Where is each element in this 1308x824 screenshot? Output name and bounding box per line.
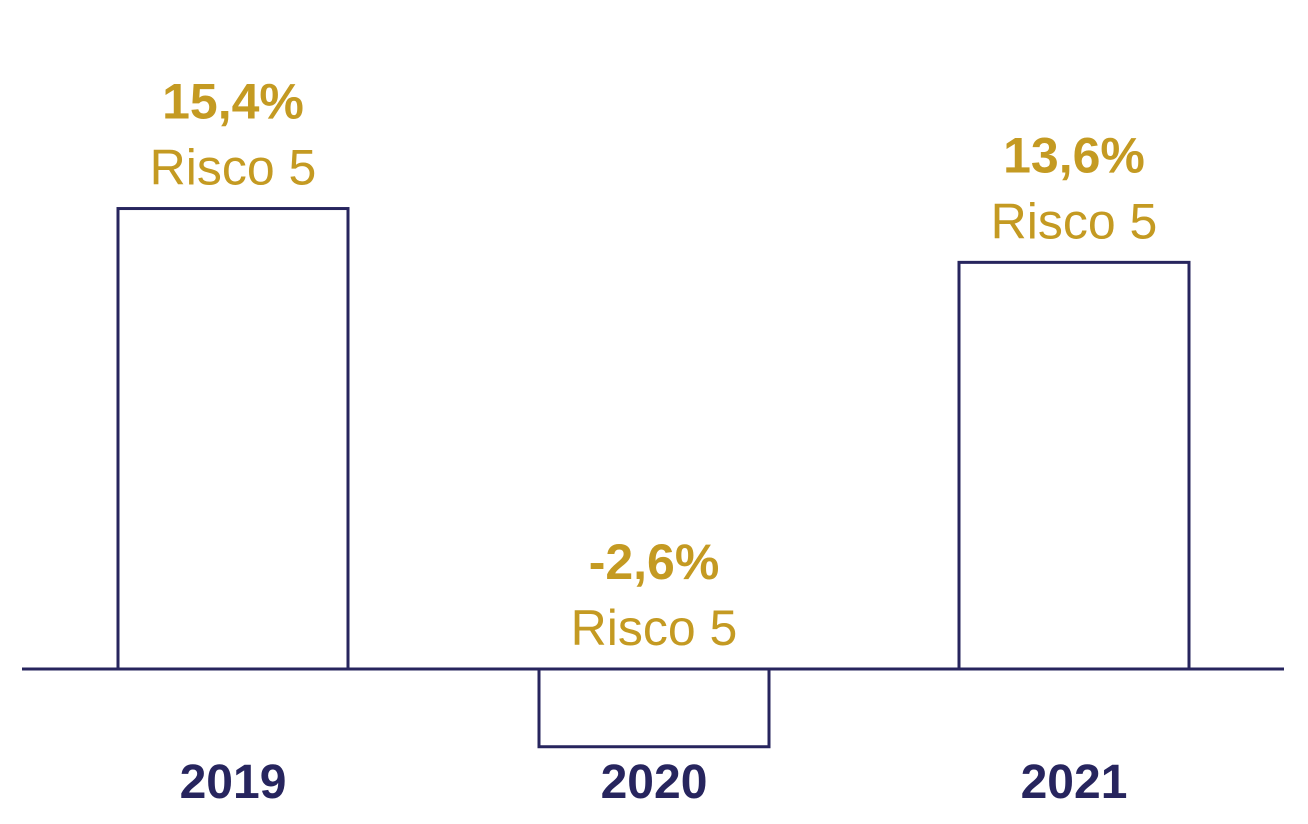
bar-2021	[957, 260, 1191, 671]
bar-2019	[116, 207, 350, 671]
bar-2020	[537, 667, 771, 749]
x-tick-label-2019: 2019	[180, 756, 287, 809]
labels-layer: 15,4% Risco 5 2019 -2,6% Risco 5 2020 13,6% Ris…	[150, 74, 1158, 809]
data-label-risk-2020: Risco 5	[571, 600, 738, 656]
x-tick-label-2021: 2021	[1021, 756, 1128, 809]
x-tick-label-2020: 2020	[601, 756, 708, 809]
data-label-value-2020: -2,6%	[589, 534, 720, 590]
data-label-risk-2019: Risco 5	[150, 140, 317, 196]
data-label-value-2019: 15,4%	[162, 74, 304, 130]
data-label-value-2021: 13,6%	[1003, 127, 1145, 183]
bars-layer	[116, 207, 1191, 749]
data-label-risk-2021: Risco 5	[991, 193, 1158, 249]
